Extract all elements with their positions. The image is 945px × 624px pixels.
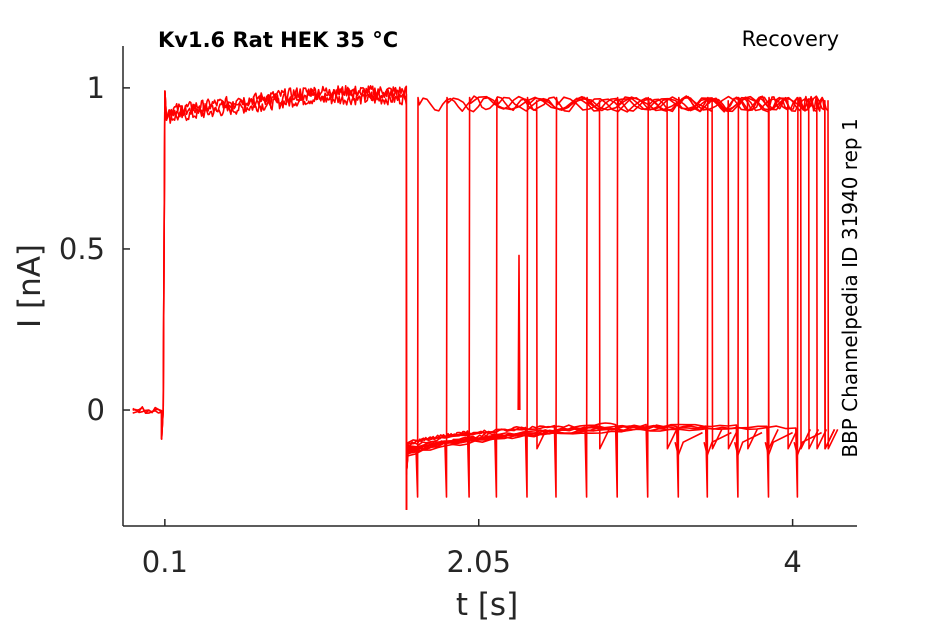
x-ticks: 0.1 2.05 4 <box>142 519 802 579</box>
late-tail-trace <box>674 431 703 456</box>
recovery-sweep <box>405 95 723 498</box>
x-tick-label: 0.1 <box>142 545 188 579</box>
x-tick-label: 2.05 <box>446 545 511 579</box>
late-tail-trace <box>764 431 793 456</box>
y-tick-label: 0 <box>87 393 105 427</box>
recovery-sweep <box>405 95 739 498</box>
y-axis-label: I [nA] <box>12 244 48 328</box>
late-tail-trace <box>703 431 732 456</box>
recovery-sweep <box>405 95 836 498</box>
y-tick-label: 1 <box>87 71 105 105</box>
prepulse-trace <box>132 90 408 510</box>
protocol-label: Recovery <box>742 27 839 51</box>
y-ticks: 00.51 <box>59 71 130 427</box>
y-tick-label: 0.5 <box>59 232 105 266</box>
x-tick-label: 4 <box>783 545 801 579</box>
prepulse-trace <box>132 88 408 510</box>
current-traces <box>132 85 839 510</box>
prepulse-trace <box>132 85 408 510</box>
late-tail-trace <box>793 431 822 456</box>
channelpedia-id-label: BBP Channelpedia ID 31940 rep 1 <box>838 118 862 457</box>
x-axis-label: t [s] <box>456 587 518 623</box>
recovery-sweep <box>405 96 839 498</box>
late-tail-trace <box>733 431 763 456</box>
chart-title: Kv1.6 Rat HEK 35 °C <box>158 28 398 52</box>
recovery-sweep <box>405 95 758 498</box>
spike-trace <box>517 254 521 411</box>
